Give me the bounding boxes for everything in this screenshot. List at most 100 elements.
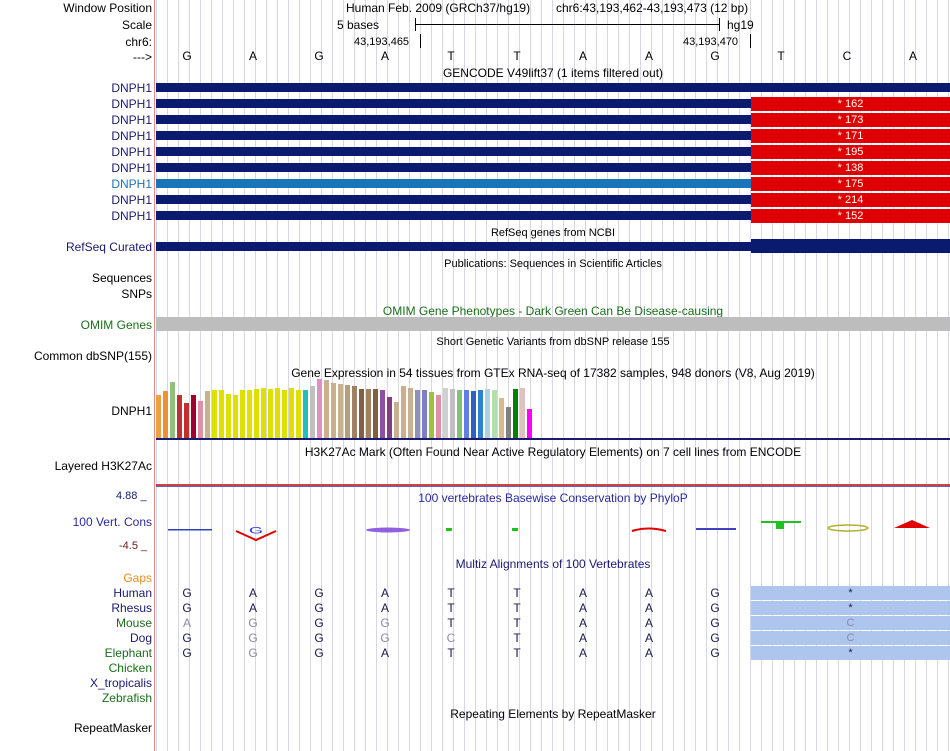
- gtex-tissue-bar[interactable]: [408, 388, 413, 438]
- gtex-tissue-bar[interactable]: [324, 380, 329, 438]
- gtex-tissue-bar[interactable]: [443, 388, 448, 438]
- gtex-tissue-bar[interactable]: [415, 390, 420, 438]
- gencode-codon-box[interactable]: * 195: [751, 145, 950, 159]
- gencode-codon-box[interactable]: * 171: [751, 129, 950, 143]
- gtex-tissue-bar[interactable]: [513, 389, 518, 438]
- gencode-codon-box[interactable]: * 175: [751, 177, 950, 191]
- gencode-row-label[interactable]: DNPH1: [111, 113, 152, 127]
- gtex-tissue-bar[interactable]: [268, 389, 273, 438]
- gtex-tissue-bar[interactable]: [464, 390, 469, 438]
- gtex-tissue-bar[interactable]: [240, 390, 245, 438]
- gencode-codon-box[interactable]: * 152: [751, 209, 950, 223]
- species-label[interactable]: Elephant: [104, 646, 152, 660]
- gtex-tissue-bar[interactable]: [254, 389, 259, 438]
- gtex-tissue-bar[interactable]: [345, 385, 350, 438]
- gtex-tissue-bar[interactable]: [177, 395, 182, 438]
- refseq-label[interactable]: RefSeq Curated: [65, 240, 152, 254]
- gtex-tissue-bar[interactable]: [373, 389, 378, 438]
- multiz-title[interactable]: Multiz Alignments of 100 Vertebrates: [455, 557, 651, 571]
- gtex-tissue-bar[interactable]: [527, 409, 532, 438]
- gtex-tissue-bar[interactable]: [492, 390, 497, 438]
- gtex-tissue-bar[interactable]: [184, 403, 189, 438]
- gencode-codon-box[interactable]: * 173: [751, 113, 950, 127]
- gtex-tissue-bar[interactable]: [380, 390, 385, 438]
- refseq-gene-bar[interactable]: [156, 242, 751, 251]
- repeatmasker-label[interactable]: RepeatMasker: [73, 721, 152, 735]
- phylop-label[interactable]: 100 Vert. Cons: [72, 515, 152, 529]
- gtex-tissue-bar[interactable]: [457, 390, 462, 438]
- publications-title[interactable]: Publications: Sequences in Scientific Ar…: [444, 258, 662, 270]
- gencode-row-label[interactable]: DNPH1: [111, 161, 152, 175]
- species-label[interactable]: X_tropicalis: [89, 676, 152, 690]
- gtex-tissue-bar[interactable]: [191, 395, 196, 438]
- species-label[interactable]: Rhesus: [111, 601, 152, 615]
- species-label[interactable]: Zebrafish: [101, 691, 152, 705]
- dbsnp-label[interactable]: Common dbSNP(155): [33, 349, 152, 363]
- gtex-tissue-bar[interactable]: [485, 389, 490, 438]
- gtex-tissue-bar[interactable]: [303, 390, 308, 438]
- gtex-tissue-bar[interactable]: [310, 386, 315, 438]
- gencode-row-label[interactable]: DNPH1: [111, 145, 152, 159]
- gtex-tissue-bar[interactable]: [520, 388, 525, 438]
- gencode-codon-box[interactable]: * 162: [751, 97, 950, 111]
- repeatmasker-title[interactable]: Repeating Elements by RepeatMasker: [450, 707, 656, 721]
- gtex-tissue-bar[interactable]: [212, 390, 217, 438]
- gencode-transcript-bar[interactable]: [156, 99, 751, 108]
- gencode-transcript-bar[interactable]: [156, 115, 751, 124]
- gtex-tissue-bar[interactable]: [471, 391, 476, 438]
- gtex-tissue-bar[interactable]: [219, 390, 224, 438]
- gtex-tissue-bar[interactable]: [317, 379, 322, 438]
- species-label[interactable]: Dog: [129, 631, 152, 645]
- gtex-label[interactable]: DNPH1: [111, 404, 152, 418]
- gtex-tissue-bar[interactable]: [198, 401, 203, 438]
- gencode-row-label[interactable]: DNPH1: [111, 177, 152, 191]
- gencode-transcript-bar[interactable]: [156, 211, 751, 220]
- h3k27ac-label[interactable]: Layered H3K27Ac: [54, 459, 152, 473]
- omim-label[interactable]: OMIM Genes: [80, 318, 152, 332]
- gtex-tissue-bar[interactable]: [247, 390, 252, 438]
- gtex-tissue-bar[interactable]: [401, 386, 406, 438]
- gtex-tissue-bar[interactable]: [296, 390, 301, 438]
- gencode-row-label[interactable]: DNPH1: [111, 209, 152, 223]
- gencode-row-label[interactable]: DNPH1: [111, 129, 152, 143]
- gtex-tissue-bar[interactable]: [394, 402, 399, 438]
- gtex-tissue-bar[interactable]: [282, 390, 287, 438]
- gencode-row-label[interactable]: DNPH1: [111, 81, 152, 95]
- gencode-transcript-bar[interactable]: [156, 147, 751, 156]
- gtex-tissue-bar[interactable]: [387, 397, 392, 438]
- gtex-tissue-bar[interactable]: [170, 382, 175, 438]
- gtex-tissue-bar[interactable]: [436, 395, 441, 438]
- gtex-tissue-bar[interactable]: [205, 391, 210, 438]
- phylop-title[interactable]: 100 vertebrates Basewise Conservation by…: [418, 491, 688, 505]
- species-label[interactable]: Chicken: [108, 661, 152, 675]
- snps-label[interactable]: SNPs: [121, 287, 152, 301]
- gencode-transcript-bar[interactable]: [156, 83, 950, 92]
- species-label[interactable]: Human: [113, 586, 152, 600]
- gtex-tissue-bar[interactable]: [366, 389, 371, 438]
- gtex-tissue-bar[interactable]: [338, 384, 343, 438]
- omim-gene-bar[interactable]: [156, 317, 950, 331]
- gtex-tissue-bar[interactable]: [422, 390, 427, 438]
- gencode-transcript-bar[interactable]: [156, 163, 751, 172]
- gtex-tissue-bar[interactable]: [429, 392, 434, 438]
- gtex-tissue-bar[interactable]: [261, 388, 266, 438]
- omim-title[interactable]: OMIM Gene Phenotypes - Dark Green Can Be…: [382, 304, 724, 318]
- dbsnp-title[interactable]: Short Genetic Variants from dbSNP releas…: [436, 336, 670, 348]
- gtex-tissue-bar[interactable]: [275, 388, 280, 438]
- gencode-transcript-bar[interactable]: [156, 131, 751, 140]
- gencode-title[interactable]: GENCODE V49lift37 (1 items filtered out): [442, 66, 664, 80]
- gtex-tissue-bar[interactable]: [506, 407, 511, 438]
- gtex-title[interactable]: Gene Expression in 54 tissues from GTEx …: [291, 366, 815, 380]
- gencode-row-label[interactable]: DNPH1: [111, 193, 152, 207]
- gencode-row-label[interactable]: DNPH1: [111, 97, 152, 111]
- gencode-codon-box[interactable]: * 214: [751, 193, 950, 207]
- gtex-tissue-bar[interactable]: [450, 389, 455, 438]
- gtex-tissue-bar[interactable]: [352, 386, 357, 438]
- refseq-title[interactable]: RefSeq genes from NCBI: [490, 227, 616, 239]
- gencode-transcript-bar[interactable]: [156, 179, 751, 188]
- sequences-label[interactable]: Sequences: [91, 271, 152, 285]
- gtex-tissue-bar[interactable]: [156, 395, 161, 438]
- gtex-tissue-bar[interactable]: [233, 395, 238, 438]
- gtex-tissue-bar[interactable]: [359, 389, 364, 438]
- gtex-tissue-bar[interactable]: [331, 383, 336, 438]
